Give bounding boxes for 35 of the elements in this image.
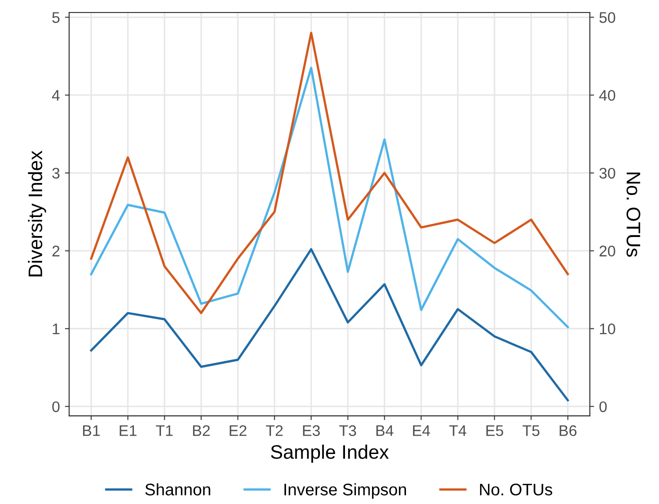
x-tick-label: E2 xyxy=(230,425,246,436)
x-tick-label: T5 xyxy=(522,425,540,436)
x-tick-label: E4 xyxy=(413,425,430,436)
y-tick-label: 0 xyxy=(52,401,60,412)
x-tick-label: T3 xyxy=(339,425,356,436)
x-tick-label: B6 xyxy=(560,425,576,436)
y-tick-label: 2 xyxy=(52,246,60,256)
y2-tick-label: 10 xyxy=(600,323,616,334)
y-axis-title: Diversity Index xyxy=(28,150,46,276)
legend-label: Inverse Simpson xyxy=(284,483,406,499)
y2-tick-label: 20 xyxy=(600,246,616,256)
legend-label: No. OTUs xyxy=(480,484,552,496)
x-tick-label: B2 xyxy=(193,425,210,436)
y2-axis-title: No. OTUs xyxy=(626,172,640,257)
y-tick-label: 1 xyxy=(52,324,60,334)
x-tick-label: B1 xyxy=(83,425,100,436)
line-series xyxy=(90,32,569,314)
y-tick-label: 4 xyxy=(52,90,60,101)
y-tick-label: 3 xyxy=(52,168,60,179)
line-series xyxy=(90,66,569,328)
x-axis-title: Sample Index xyxy=(270,444,389,463)
x-tick-label: T2 xyxy=(266,425,283,436)
x-tick-label: T1 xyxy=(156,425,173,436)
y-tick-label: 5 xyxy=(52,12,60,23)
y2-tick-label: 40 xyxy=(599,90,616,101)
x-tick-label: E3 xyxy=(303,425,320,436)
y2-tick-label: 30 xyxy=(599,168,616,179)
y2-tick-label: 50 xyxy=(599,12,616,23)
y2-tick-label: 0 xyxy=(599,401,607,412)
legend-label: Shannon xyxy=(145,483,210,496)
line-series xyxy=(90,248,569,402)
x-tick-label: B4 xyxy=(376,425,394,436)
x-tick-label: E5 xyxy=(486,425,504,436)
x-tick-label: E1 xyxy=(120,425,136,436)
x-tick-label: T4 xyxy=(449,425,466,436)
